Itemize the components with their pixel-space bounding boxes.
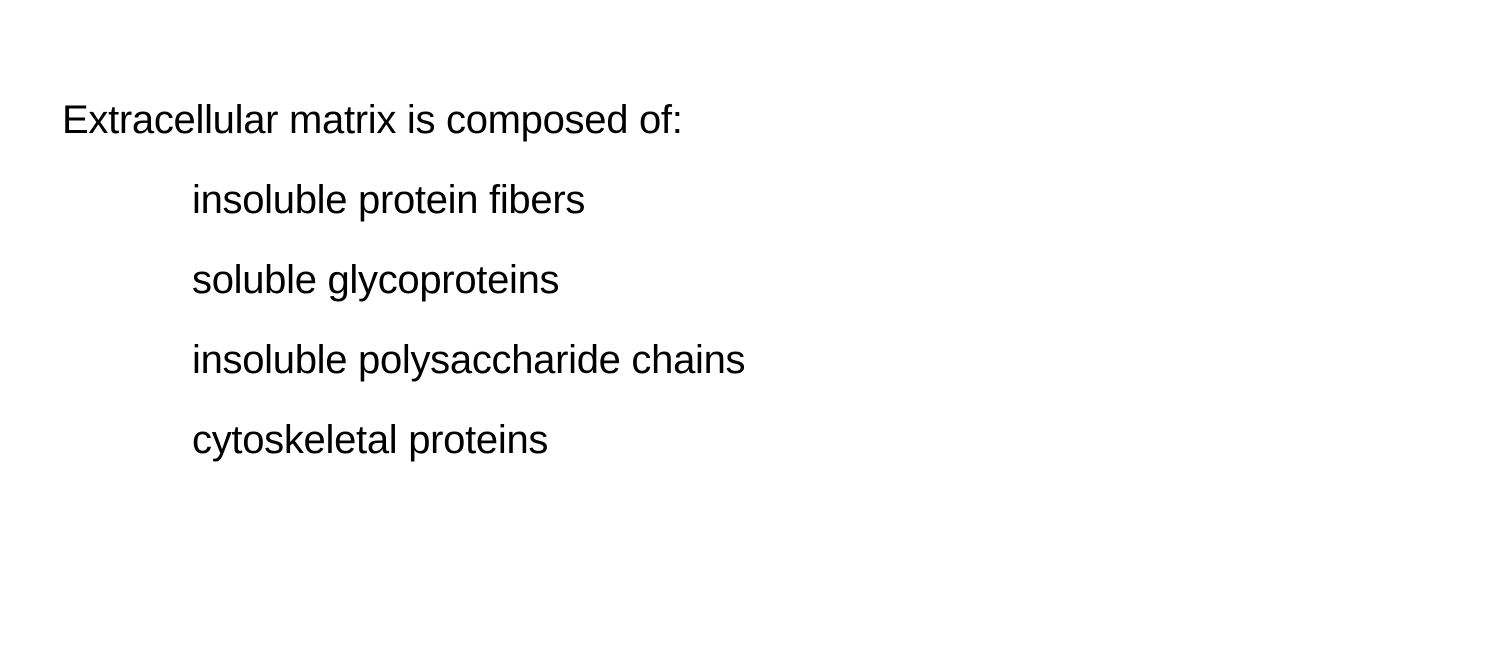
question-text: Extracellular matrix is composed of: xyxy=(62,94,1500,146)
option-item: insoluble polysaccharide chains xyxy=(192,334,1500,386)
option-item: cytoskeletal proteins xyxy=(192,414,1500,466)
option-item: soluble glycoproteins xyxy=(192,254,1500,306)
options-list: insoluble protein fibers soluble glycopr… xyxy=(62,174,1500,466)
option-item: insoluble protein fibers xyxy=(192,174,1500,226)
